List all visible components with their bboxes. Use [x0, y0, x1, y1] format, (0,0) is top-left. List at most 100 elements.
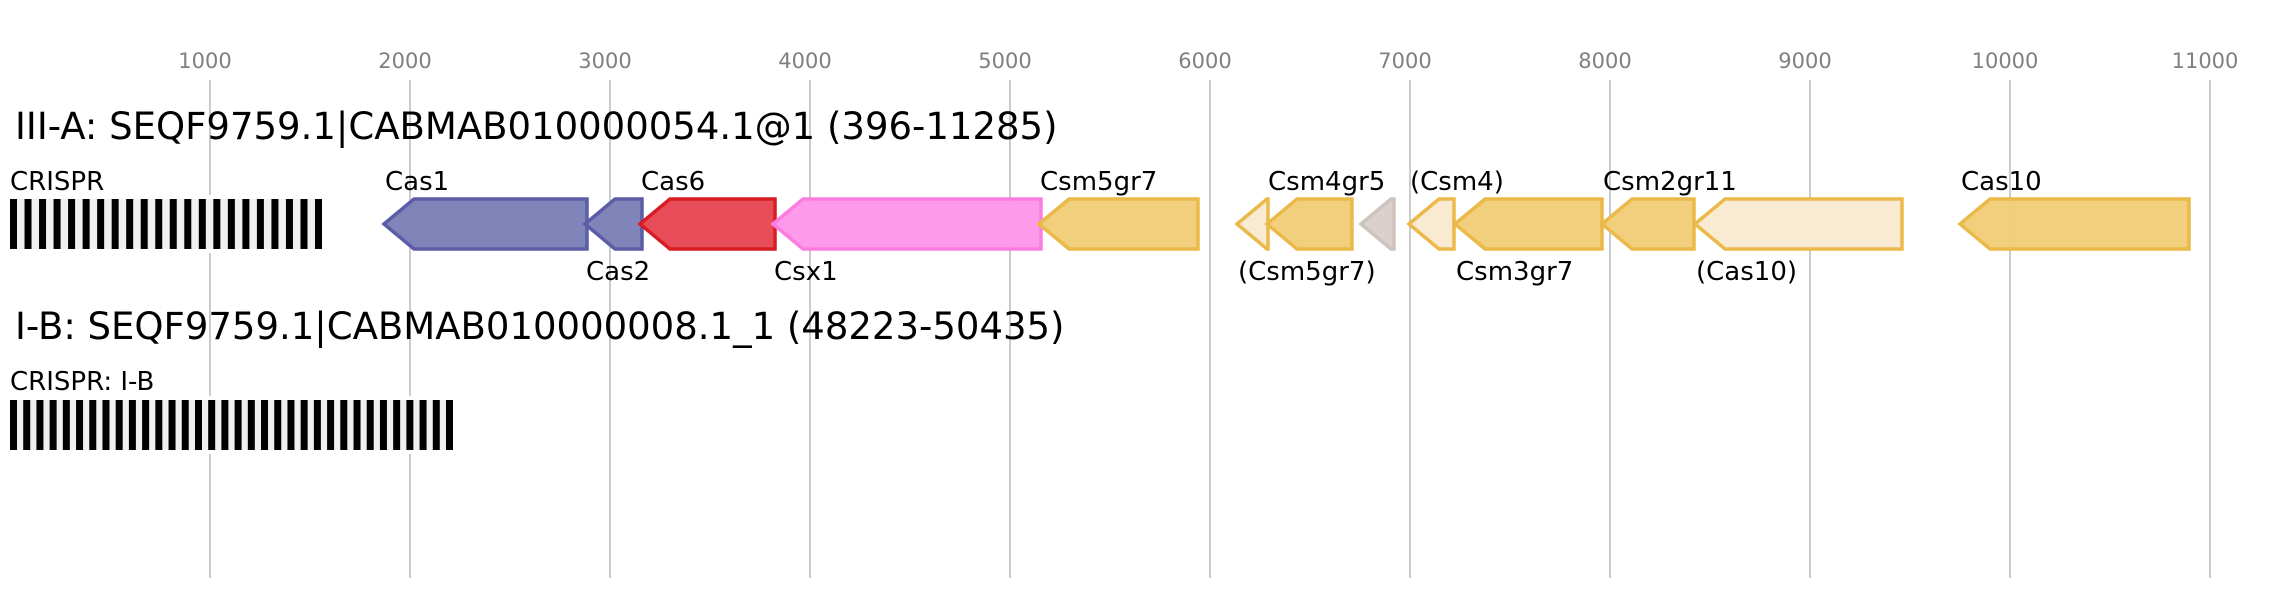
crispr-repeat — [406, 400, 414, 450]
gene-arrow — [1599, 197, 1696, 251]
crispr-repeat — [313, 400, 321, 450]
crispr-repeat — [128, 400, 136, 450]
axis-tick-label: 3000 — [578, 49, 631, 73]
axis-tick-label: 4000 — [778, 49, 831, 73]
gene-arrow — [381, 197, 589, 251]
crispr-repeat — [315, 199, 322, 249]
gene-arrow — [637, 197, 777, 251]
crispr-repeat — [39, 199, 47, 249]
crispr-repeat — [261, 400, 269, 450]
gene-arrow — [582, 197, 644, 251]
gene-label: Cas6 — [641, 167, 705, 197]
crispr-array — [10, 199, 322, 249]
crispr-repeat — [300, 199, 308, 249]
crispr-label-iii-a: CRISPR — [10, 167, 104, 197]
crispr-repeat — [227, 199, 235, 249]
crispr-repeat — [36, 400, 44, 450]
crispr-repeat — [155, 400, 163, 450]
crispr-repeat — [234, 400, 242, 450]
crispr-repeat — [62, 400, 70, 450]
crispr-array — [10, 400, 453, 450]
crispr-repeat — [327, 400, 335, 450]
gene-label: (Cas10) — [1696, 257, 1797, 287]
crispr-repeat — [102, 400, 110, 450]
gene-label: Cas1 — [385, 167, 449, 197]
crispr-repeat — [300, 400, 308, 450]
crispr-repeat — [419, 400, 427, 450]
gene-label: Csm4gr5 — [1268, 167, 1385, 197]
crispr-repeat — [353, 400, 361, 450]
gene-label: Csx1 — [774, 257, 838, 287]
gene-arrow — [1406, 197, 1456, 251]
crispr-repeat — [271, 199, 279, 249]
crispr-repeat — [274, 400, 282, 450]
crispr-repeat — [82, 199, 90, 249]
axis-tick-label: 6000 — [1178, 49, 1231, 73]
crispr-repeat — [198, 199, 206, 249]
axis-tick-label: 8000 — [1578, 49, 1631, 73]
gene-label: (Csm4) — [1410, 167, 1504, 197]
gene-label: Csm2gr11 — [1603, 167, 1737, 197]
axis-tick-label: 10000 — [1972, 49, 2039, 73]
crispr-repeat — [10, 199, 17, 249]
axis-tick-label: 9000 — [1778, 49, 1831, 73]
axis-tick-label: 11000 — [2172, 49, 2239, 73]
crispr-repeat — [393, 400, 401, 450]
crispr-repeat — [247, 400, 255, 450]
crispr-repeat — [115, 400, 123, 450]
axis-grid: 1000 2000 3000 4000 5000 6000 7000 8000 9000 1000… — [178, 49, 2238, 578]
crispr-repeat — [76, 400, 84, 450]
crispr-repeat — [142, 400, 150, 450]
gene-arrow — [1264, 197, 1354, 251]
crispr-repeat — [53, 199, 61, 249]
gene-arrow — [1692, 197, 1904, 251]
gene-arrow — [1358, 197, 1396, 251]
crispr-repeat — [446, 400, 453, 450]
crispr-repeat — [366, 400, 374, 450]
locus-title-iii-a: III-A: SEQF9759.1|CABMAB010000054.1@1 (3… — [15, 105, 1058, 148]
tracks: Cas1 Cas2 Cas6 Csx1 Csm5gr7 (Csm5gr7) Csm4gr5 (… — [10, 167, 2191, 454]
crispr-label-i-b: CRISPR: I-B — [10, 367, 154, 397]
gene-arrow — [1234, 197, 1270, 251]
crispr-repeat — [285, 199, 293, 249]
crispr-repeat — [97, 199, 105, 249]
gene-label: Cas10 — [1961, 167, 2042, 197]
crispr-repeat — [89, 400, 97, 450]
gene-label: Csm3gr7 — [1456, 257, 1573, 287]
crispr-repeat — [221, 400, 229, 450]
crispr-repeat — [111, 199, 119, 249]
axis-tick-label: 2000 — [378, 49, 431, 73]
crispr-repeat — [194, 400, 202, 450]
crispr-repeat — [140, 199, 148, 249]
crispr-repeat — [379, 400, 387, 450]
crispr-repeat — [287, 400, 295, 450]
axis-tick-label: 1000 — [178, 49, 231, 73]
crispr-repeat — [242, 199, 250, 249]
crispr-repeat — [181, 400, 189, 450]
crispr-repeat — [23, 400, 31, 450]
crispr-repeat — [432, 400, 440, 450]
axis-tick-label: 5000 — [978, 49, 1031, 73]
gene-label: Csm5gr7 — [1040, 167, 1157, 197]
crispr-repeat — [49, 400, 57, 450]
crispr-repeat — [256, 199, 264, 249]
gene-label: (Csm5gr7) — [1238, 257, 1376, 287]
crispr-repeat — [155, 199, 163, 249]
crispr-repeat — [68, 199, 76, 249]
crispr-repeat — [169, 199, 177, 249]
gene-arrow — [1452, 197, 1604, 251]
gene-arrow — [1036, 197, 1200, 251]
locus-title-i-b: I-B: SEQF9759.1|CABMAB010000008.1_1 (482… — [15, 305, 1065, 348]
gene-arrow — [1957, 197, 2191, 251]
gene-arrow — [770, 197, 1043, 251]
crispr-repeat — [340, 400, 348, 450]
crispr-repeat — [10, 400, 17, 450]
gene-label: Cas2 — [586, 257, 650, 287]
crispr-repeat — [184, 199, 192, 249]
crispr-repeat — [126, 199, 134, 249]
crispr-repeat — [168, 400, 176, 450]
crispr-repeat — [24, 199, 32, 249]
axis-tick-label: 7000 — [1378, 49, 1431, 73]
crispr-repeat — [213, 199, 221, 249]
